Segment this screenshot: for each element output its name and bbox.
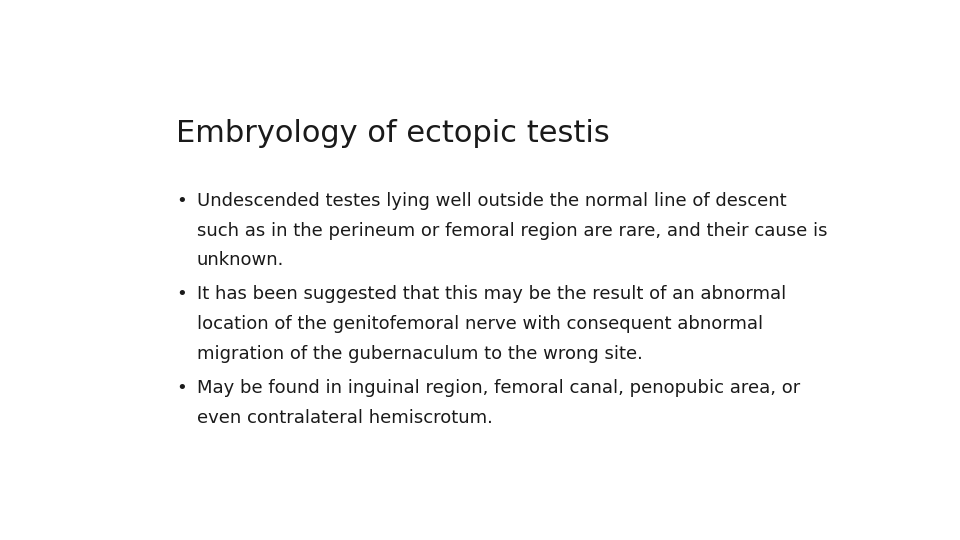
Text: •: • bbox=[176, 285, 186, 303]
Text: even contralateral hemiscrotum.: even contralateral hemiscrotum. bbox=[197, 409, 492, 427]
Text: It has been suggested that this may be the result of an abnormal: It has been suggested that this may be t… bbox=[197, 285, 786, 303]
Text: Embryology of ectopic testis: Embryology of ectopic testis bbox=[176, 119, 610, 148]
Text: unknown.: unknown. bbox=[197, 252, 284, 269]
Text: Undescended testes lying well outside the normal line of descent: Undescended testes lying well outside th… bbox=[197, 192, 786, 210]
Text: •: • bbox=[176, 379, 186, 397]
Text: migration of the gubernaculum to the wrong site.: migration of the gubernaculum to the wro… bbox=[197, 345, 642, 363]
Text: such as in the perineum or femoral region are rare, and their cause is: such as in the perineum or femoral regio… bbox=[197, 221, 828, 240]
Text: location of the genitofemoral nerve with consequent abnormal: location of the genitofemoral nerve with… bbox=[197, 315, 763, 333]
Text: May be found in inguinal region, femoral canal, penopubic area, or: May be found in inguinal region, femoral… bbox=[197, 379, 800, 397]
Text: •: • bbox=[176, 192, 186, 210]
